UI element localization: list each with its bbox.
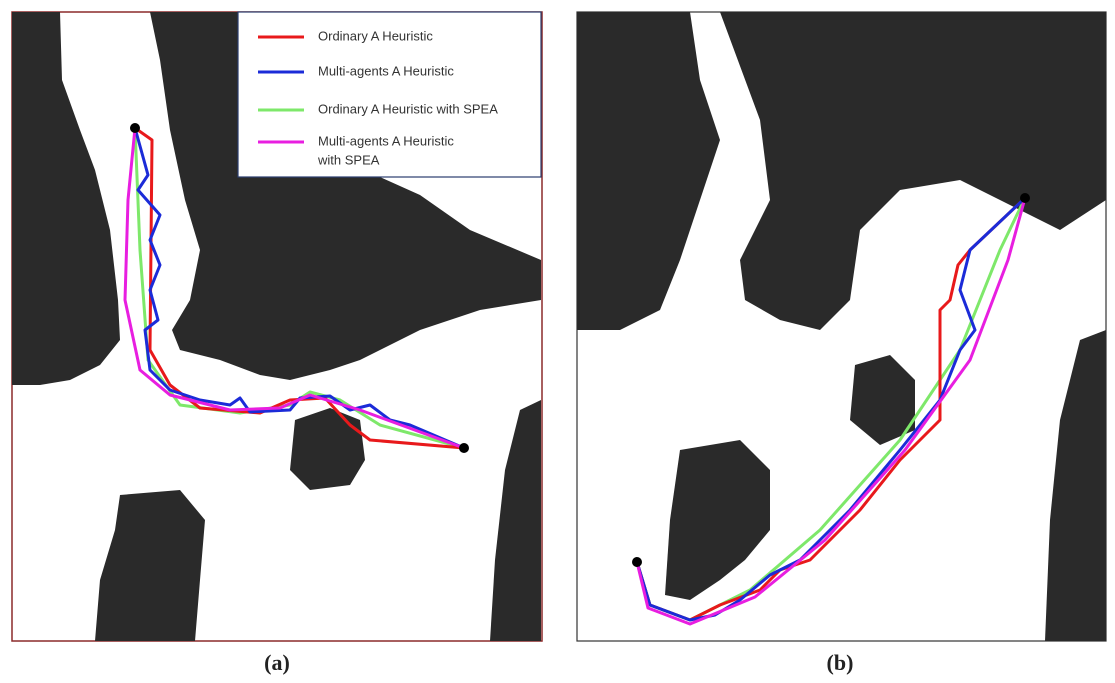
obstacle xyxy=(490,400,541,641)
path-magenta xyxy=(123,126,466,450)
panel-label: (a) xyxy=(264,650,290,675)
legend: Ordinary A Heuristic Multi-agents A Heuri… xyxy=(258,28,498,167)
obstacle xyxy=(720,12,1106,330)
legend-label: Multi-agents A Heuristic xyxy=(318,63,454,78)
panel-b xyxy=(576,11,1107,642)
legend-label: with SPEA xyxy=(317,152,380,167)
start-point xyxy=(130,123,140,133)
obstacle xyxy=(290,408,365,490)
obstacle xyxy=(850,355,915,445)
legend-box xyxy=(237,11,542,178)
panel-a xyxy=(11,11,543,642)
obstacle xyxy=(1045,330,1106,641)
legend-label: Ordinary A Heuristic with SPEA xyxy=(318,101,498,116)
obstacle xyxy=(577,12,720,330)
path-magenta xyxy=(635,196,1027,626)
obstacle xyxy=(95,490,205,641)
path-red xyxy=(635,196,1027,622)
obstacle xyxy=(150,12,541,380)
obstacle xyxy=(665,440,770,600)
start-point xyxy=(1020,193,1030,203)
legend-label: Multi-agents A Heuristic xyxy=(318,133,454,148)
panel-label: (b) xyxy=(827,650,854,675)
obstacle xyxy=(12,12,120,385)
end-point xyxy=(632,557,642,567)
legend-label: Ordinary A Heuristic xyxy=(318,28,433,43)
end-point xyxy=(459,443,469,453)
